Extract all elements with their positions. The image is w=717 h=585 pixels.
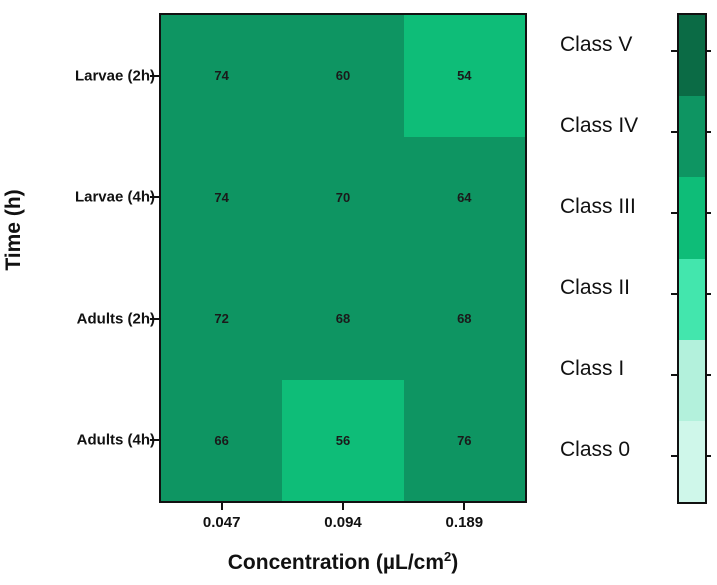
y-tick bbox=[150, 74, 159, 77]
colorbar-label: Class 0 bbox=[560, 438, 631, 462]
x-tick bbox=[342, 501, 344, 510]
colorbar-tick bbox=[671, 455, 677, 458]
heatmap-cell: 60 bbox=[282, 15, 404, 137]
colorbar-band bbox=[679, 177, 705, 259]
heatmap-cell: 64 bbox=[403, 136, 525, 258]
colorbar-label: Class I bbox=[560, 357, 625, 381]
heatmap-cell: 72 bbox=[161, 258, 283, 380]
colorbar-band bbox=[679, 96, 705, 178]
x-axis-label-main: Concentration (µL/cm bbox=[227, 551, 445, 574]
colorbar-tick bbox=[705, 374, 711, 377]
heatmap-cell: 70 bbox=[282, 136, 404, 258]
x-axis-label: Concentration (µL/cm2) bbox=[228, 549, 459, 575]
y-tick bbox=[150, 439, 159, 442]
colorbar-tick bbox=[705, 49, 711, 52]
heatmap-cell: 56 bbox=[282, 379, 404, 501]
colorbar-label: Class IV bbox=[560, 113, 639, 137]
colorbar-label: Class V bbox=[560, 32, 633, 56]
heatmap-cell: 68 bbox=[403, 258, 525, 380]
x-tick-label: 0.189 bbox=[445, 514, 484, 531]
y-tick-label: Larvae (4h) bbox=[74, 188, 155, 206]
colorbar bbox=[677, 13, 707, 504]
colorbar-tick bbox=[671, 49, 677, 52]
colorbar-tick bbox=[671, 293, 677, 296]
x-axis-label-end: ) bbox=[451, 551, 459, 574]
heatmap-cell: 74 bbox=[161, 136, 283, 258]
heatmap-cell: 54 bbox=[403, 15, 525, 137]
colorbar-label: Class III bbox=[560, 194, 636, 218]
y-axis-label: Time (h) bbox=[2, 189, 25, 271]
heatmap-cell: 68 bbox=[282, 258, 404, 380]
colorbar-band bbox=[679, 258, 705, 341]
heatmap-cell: 76 bbox=[403, 379, 525, 501]
colorbar-band bbox=[679, 420, 705, 503]
y-tick-label: Adults (4h) bbox=[76, 431, 155, 449]
x-tick bbox=[220, 501, 223, 510]
colorbar-tick bbox=[671, 374, 677, 377]
y-tick bbox=[150, 317, 159, 320]
y-tick-label: Adults (2h) bbox=[76, 310, 155, 328]
heatmap-cell: 66 bbox=[161, 379, 283, 501]
heatmap-plot-area: 74 60 54 74 70 64 72 68 68 66 56 76 bbox=[159, 13, 527, 503]
colorbar-tick bbox=[705, 455, 711, 458]
y-tick-label: Larvae (2h) bbox=[74, 67, 155, 85]
colorbar-label: Class II bbox=[560, 276, 631, 300]
y-tick bbox=[150, 196, 159, 199]
colorbar-tick bbox=[671, 211, 677, 214]
x-tick-label: 0.094 bbox=[324, 514, 362, 531]
colorbar-band bbox=[679, 339, 705, 422]
x-axis-label-sup: 2 bbox=[444, 549, 452, 564]
x-tick-label: 0.047 bbox=[202, 514, 241, 531]
colorbar-tick bbox=[705, 130, 711, 133]
colorbar-tick bbox=[705, 293, 711, 296]
colorbar-tick bbox=[671, 130, 677, 133]
colorbar-tick bbox=[705, 211, 711, 214]
colorbar-band bbox=[679, 15, 705, 97]
x-tick bbox=[463, 501, 466, 510]
heatmap-cell: 74 bbox=[161, 15, 283, 137]
